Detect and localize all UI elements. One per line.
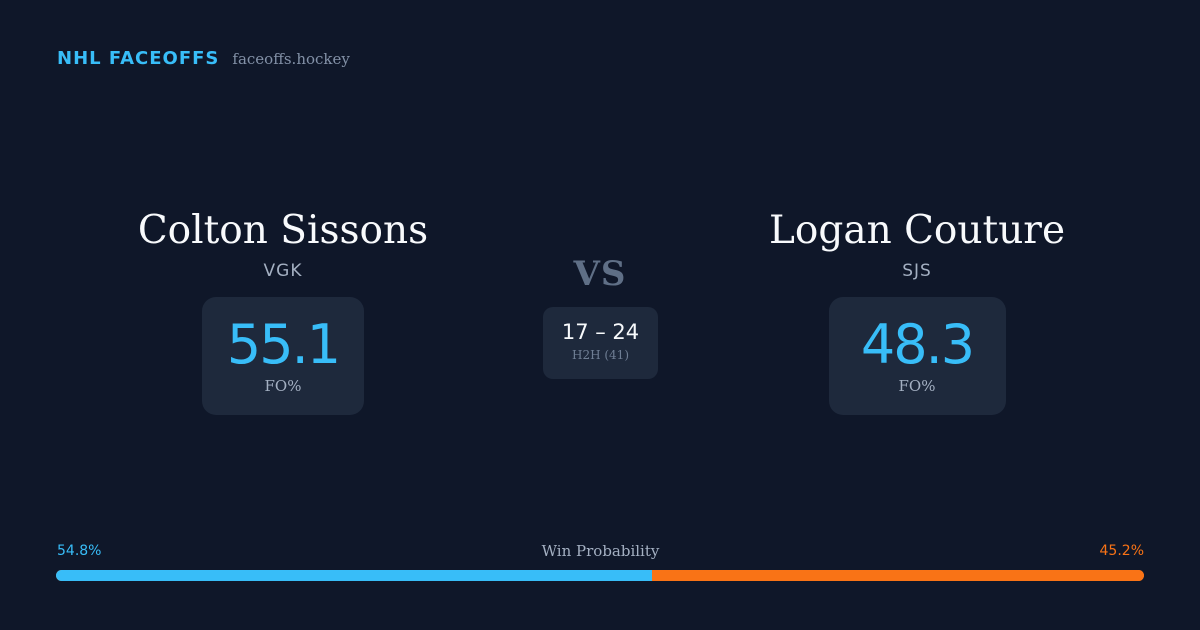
vs-label: VS	[573, 254, 627, 294]
brand-name: NHL FACEOFFS	[57, 48, 220, 69]
brand-url: faceoffs.hockey	[232, 50, 350, 68]
team-left: VGK	[263, 261, 303, 281]
win-probability-row: 54.8% Win Probability 45.2%	[57, 542, 1144, 560]
player-card-right: Logan Couture SJS 48.3 FO%	[717, 203, 1117, 415]
h2h-label: H2H (41)	[571, 348, 629, 362]
h2h-box: 17 – 24 H2H (41)	[543, 307, 658, 379]
player-card-left: Colton Sissons VGK 55.1 FO%	[83, 203, 483, 415]
fo-value-right: 48.3	[860, 313, 975, 376]
team-right: SJS	[902, 261, 932, 281]
win-prob-bar-left	[56, 570, 653, 581]
player-name-right: Logan Couture	[768, 208, 1066, 253]
win-probability-bar	[56, 570, 1144, 581]
h2h-score: 17 – 24	[561, 320, 640, 344]
win-prob-label: Win Probability	[541, 542, 660, 560]
fo-stat-box-left: 55.1 FO%	[202, 297, 364, 415]
fo-value-left: 55.1	[226, 313, 341, 376]
player-name-left: Colton Sissons	[137, 208, 429, 253]
win-prob-right: 45.2%	[1099, 543, 1144, 559]
fo-label-right: FO%	[898, 377, 936, 395]
fo-stat-box-right: 48.3 FO%	[828, 297, 1006, 415]
brand-header: NHL FACEOFFS faceoffs.hockey	[57, 48, 350, 69]
fo-label-left: FO%	[264, 377, 302, 395]
win-prob-bar-right	[652, 570, 1144, 581]
win-prob-left: 54.8%	[57, 543, 102, 559]
